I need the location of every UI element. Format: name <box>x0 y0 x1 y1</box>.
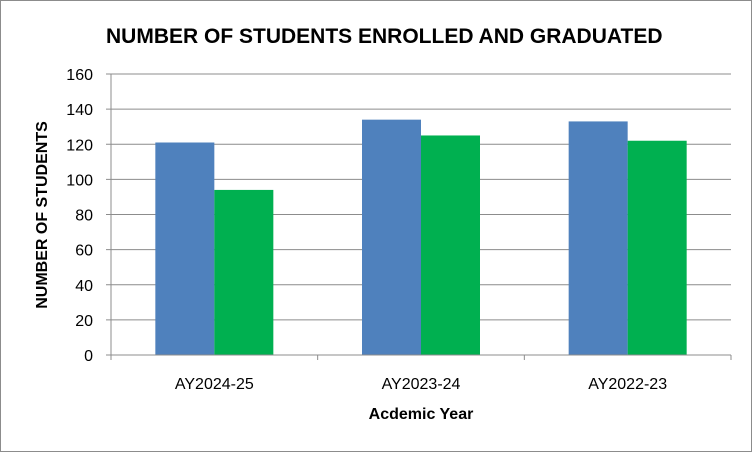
y-tick-label: 100 <box>66 172 93 189</box>
bar-series-1-AY2022-23 <box>568 121 628 355</box>
bar-series-2-AY2024-25 <box>214 189 274 355</box>
y-tick-label: 140 <box>66 102 93 119</box>
y-tick-label: 40 <box>75 278 93 295</box>
y-tick-label: 80 <box>75 208 93 225</box>
y-axis-ticks: 0 20 40 60 80 100 120 140 160 <box>66 67 111 365</box>
y-tick-label: 0 <box>84 348 93 365</box>
y-axis-title: NUMBER OF STUDENTS <box>34 121 51 309</box>
x-axis-title: Acdemic Year <box>369 406 474 423</box>
bar-series-2-AY2023-24 <box>421 135 480 355</box>
bars <box>155 119 687 355</box>
bar-series-2-AY2022-23 <box>627 140 687 355</box>
y-tick-label: 120 <box>66 137 93 154</box>
bar-series-1-AY2023-24 <box>362 119 421 355</box>
bar-series-1-AY2024-25 <box>155 142 215 355</box>
chart-title: NUMBER OF STUDENTS ENROLLED AND GRADUATE… <box>106 25 663 48</box>
y-tick-label: 160 <box>66 67 93 84</box>
y-tick-label: 60 <box>75 243 93 260</box>
y-tick-label: 20 <box>75 313 93 330</box>
x-tick-label: AY2024-25 <box>175 376 254 393</box>
x-axis-ticks: AY2024-25 AY2023-24 AY2022-23 <box>110 355 732 393</box>
x-tick-label: AY2022-23 <box>588 376 667 393</box>
x-tick-label: AY2023-24 <box>382 376 461 393</box>
